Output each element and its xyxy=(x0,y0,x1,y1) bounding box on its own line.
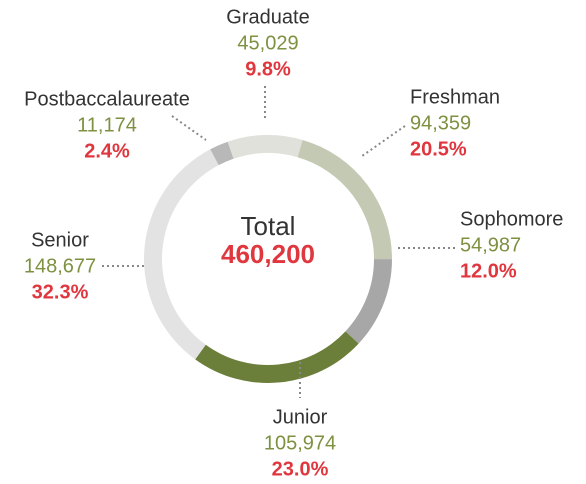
value-label: 45,029 xyxy=(237,32,298,54)
leader-line xyxy=(171,115,207,141)
leader-line xyxy=(361,125,406,157)
value-label: 148,677 xyxy=(24,255,96,277)
percent-label: 9.8% xyxy=(245,58,291,80)
value-label: 94,359 xyxy=(410,112,471,134)
percent-label: 20.5% xyxy=(410,138,467,160)
donut-segment xyxy=(297,139,392,260)
category-label: Postbaccalaureate xyxy=(24,88,190,110)
category-label: Senior xyxy=(31,229,89,251)
category-label: Graduate xyxy=(226,6,309,28)
value-label: 105,974 xyxy=(264,432,336,454)
donut-segment xyxy=(144,149,219,360)
category-label: Freshman xyxy=(410,86,500,108)
donut-segment xyxy=(210,141,234,166)
category-label: Junior xyxy=(273,406,328,428)
category-label: Sophomore xyxy=(460,208,563,230)
donut-segment xyxy=(345,259,392,344)
center-value: 460,200 xyxy=(221,239,315,269)
percent-label: 12.0% xyxy=(460,260,517,282)
percent-label: 23.0% xyxy=(272,458,329,480)
value-label: 54,987 xyxy=(460,234,521,256)
percent-label: 2.4% xyxy=(84,140,130,162)
value-label: 11,174 xyxy=(77,114,137,136)
donut-segment xyxy=(195,331,359,383)
donut-segment xyxy=(227,135,303,159)
percent-label: 32.3% xyxy=(32,281,89,303)
center-title: Total xyxy=(241,211,296,241)
